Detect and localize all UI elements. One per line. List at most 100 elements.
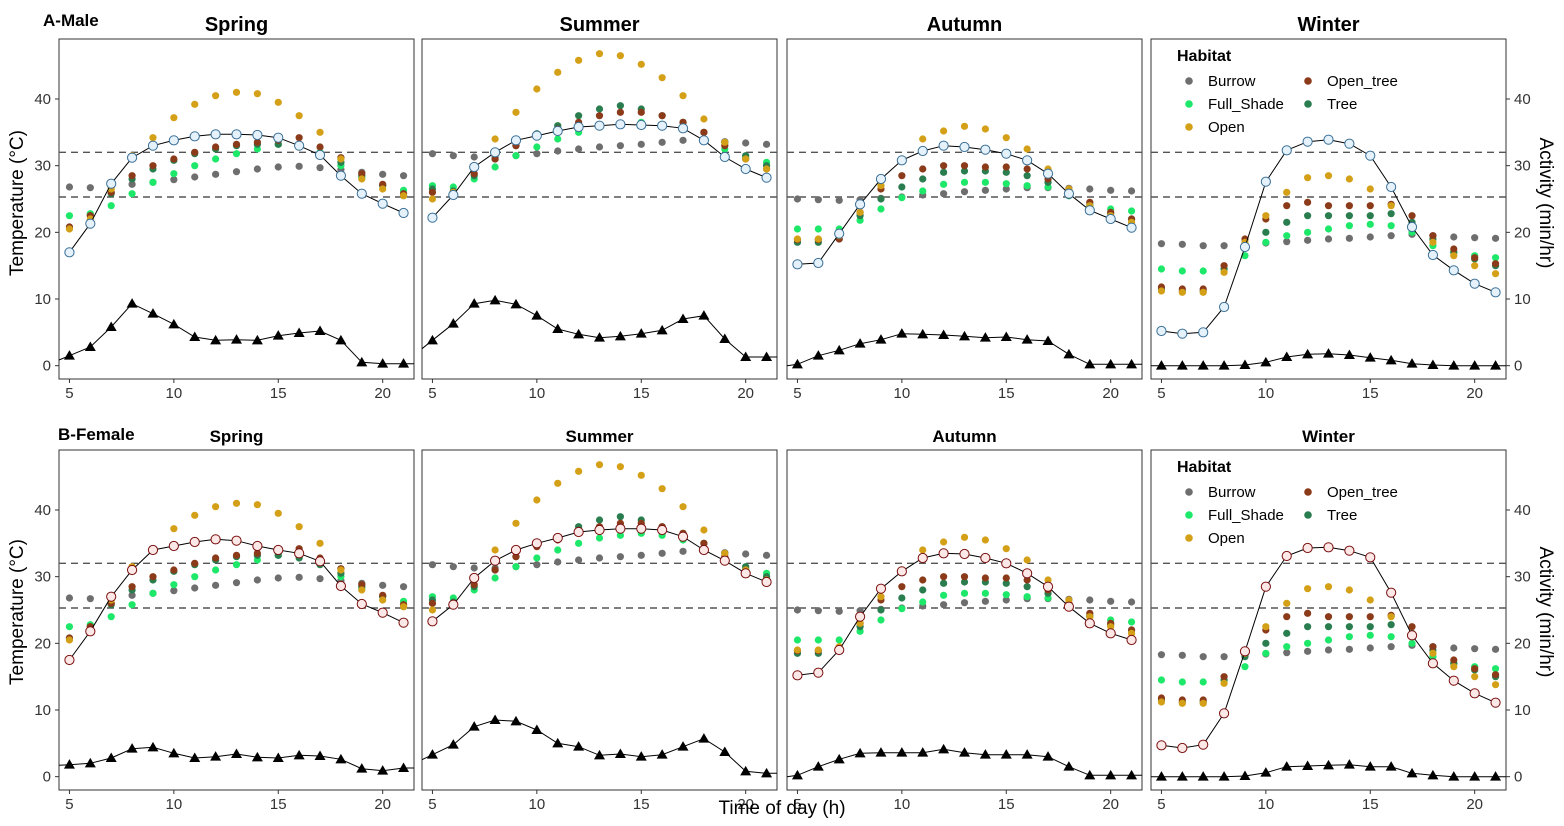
point-activity <box>1042 751 1054 761</box>
point-open <box>358 175 366 183</box>
point-activity <box>63 759 75 769</box>
point-open <box>1387 202 1395 210</box>
point-open <box>960 122 969 130</box>
point-tb <box>189 131 200 142</box>
point-tb <box>469 572 480 584</box>
point-activity <box>105 321 117 331</box>
point-activity <box>761 767 773 778</box>
point-burrow <box>1086 596 1094 604</box>
point-activity <box>594 332 605 342</box>
point-open <box>658 485 666 493</box>
point-open-tree <box>253 549 261 557</box>
point-full-shade <box>1157 265 1166 273</box>
point-open <box>1065 596 1073 604</box>
point-activity <box>896 747 908 757</box>
point-open <box>316 128 324 136</box>
y2-tick-label: 30 <box>1514 158 1531 175</box>
point-activity <box>1021 334 1033 344</box>
y-tick-label: 20 <box>34 635 51 652</box>
point-tb <box>1323 542 1334 553</box>
point-tb <box>64 654 75 666</box>
y-axis-title-top: Temperature (°C) <box>7 130 28 276</box>
point-tree <box>1304 212 1312 220</box>
point-tb <box>294 548 305 559</box>
point-tree <box>877 606 885 614</box>
point-full-shade <box>554 135 562 143</box>
point-open <box>1345 175 1353 183</box>
x-tick-label: 15 <box>633 796 650 813</box>
point-tb <box>314 556 326 567</box>
point-burrow <box>379 581 387 589</box>
point-burrow <box>470 564 478 572</box>
point-open <box>1450 252 1458 260</box>
x-tick-label: 15 <box>998 385 1015 402</box>
point-open <box>616 463 624 471</box>
point-tb <box>1063 188 1075 199</box>
point-burrow <box>1387 232 1395 240</box>
point-tb <box>1022 155 1033 166</box>
point-burrow <box>658 549 666 557</box>
point-activity <box>1406 358 1418 368</box>
point-open-tree <box>1366 202 1374 210</box>
point-burrow <box>793 606 802 614</box>
point-activity <box>1063 348 1075 359</box>
point-open <box>191 511 199 519</box>
point-burrow <box>814 607 822 615</box>
x-tick-label: 5 <box>65 796 73 813</box>
point-activity <box>938 743 950 754</box>
point-activity <box>377 765 389 775</box>
point-burrow <box>1220 653 1228 661</box>
y2-axis-title-top: Activity (min/hr) <box>1535 138 1556 269</box>
point-open <box>379 185 387 193</box>
point-full-shade <box>191 573 199 581</box>
point-open-tree <box>212 143 220 151</box>
point-burrow <box>274 163 282 171</box>
point-activity <box>1281 761 1293 771</box>
point-open-tree <box>919 165 927 173</box>
point-burrow <box>1199 653 1207 661</box>
point-activity <box>398 762 410 772</box>
point-activity <box>147 741 159 752</box>
point-full-shade <box>1199 678 1207 686</box>
point-open-tree <box>898 172 906 180</box>
panel-title: Autumn <box>932 427 996 446</box>
point-tb <box>1239 646 1251 657</box>
point-burrow <box>65 183 74 191</box>
point-full-shade <box>1127 207 1136 215</box>
point-tb <box>398 617 409 628</box>
point-tb <box>1198 739 1209 750</box>
point-open-tree <box>470 170 478 178</box>
point-open-tree <box>1324 613 1333 621</box>
point-burrow <box>212 170 220 178</box>
point-full-shade <box>1241 663 1249 671</box>
legend-label: Full_Shade <box>1208 96 1284 113</box>
y2-tick-label: 20 <box>1514 635 1531 652</box>
point-open <box>1220 679 1228 687</box>
x-tick-label: 15 <box>1362 385 1379 402</box>
point-open-tree <box>128 172 136 180</box>
point-tree <box>616 513 624 521</box>
legend-item-full-shade: Full_Shade <box>1185 96 1284 113</box>
point-full-shade <box>212 566 220 574</box>
point-tree <box>919 586 927 594</box>
x-tick-label: 10 <box>166 385 183 402</box>
x-tick-label: 20 <box>374 385 391 402</box>
point-activity <box>635 751 647 761</box>
point-burrow <box>253 165 261 173</box>
point-tree <box>960 167 969 175</box>
point-open <box>1023 145 1031 153</box>
y-axis-title-bottom: Temperature (°C) <box>7 539 28 685</box>
point-activity <box>1323 759 1334 770</box>
point-full-shade <box>919 598 927 606</box>
point-activity <box>917 747 929 757</box>
point-burrow <box>1157 240 1166 248</box>
point-burrow <box>1002 185 1010 193</box>
point-open-tree <box>1002 574 1010 582</box>
point-activity <box>426 749 438 759</box>
point-tb <box>875 173 887 185</box>
point-burrow <box>1283 238 1291 246</box>
point-full-shade <box>1345 222 1353 230</box>
point-full-shade <box>1199 267 1207 275</box>
point-tb <box>1042 168 1054 179</box>
point-tree <box>898 594 906 602</box>
